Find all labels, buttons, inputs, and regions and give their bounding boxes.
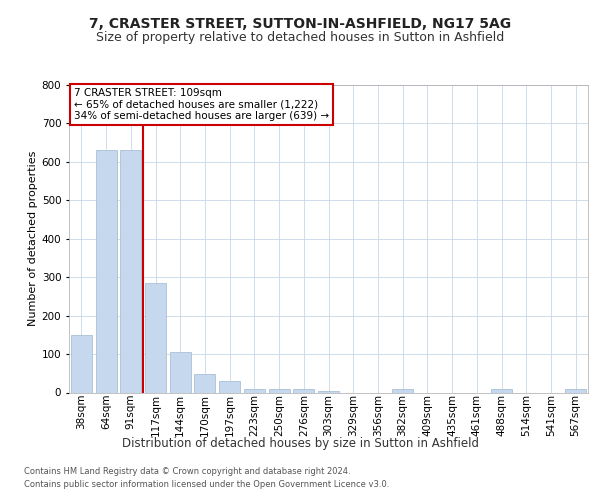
Text: Contains HM Land Registry data © Crown copyright and database right 2024.: Contains HM Land Registry data © Crown c… <box>24 468 350 476</box>
Bar <box>269 388 290 392</box>
Bar <box>293 390 314 392</box>
Bar <box>170 352 191 393</box>
Bar <box>95 150 116 392</box>
Bar <box>565 390 586 392</box>
Bar <box>194 374 215 392</box>
Bar <box>392 390 413 392</box>
Text: Size of property relative to detached houses in Sutton in Ashfield: Size of property relative to detached ho… <box>96 31 504 44</box>
Text: Contains public sector information licensed under the Open Government Licence v3: Contains public sector information licen… <box>24 480 389 489</box>
Bar <box>71 335 92 392</box>
Bar <box>219 381 240 392</box>
Text: Distribution of detached houses by size in Sutton in Ashfield: Distribution of detached houses by size … <box>121 438 479 450</box>
Bar <box>244 388 265 392</box>
Bar <box>318 390 339 392</box>
Text: 7 CRASTER STREET: 109sqm
← 65% of detached houses are smaller (1,222)
34% of sem: 7 CRASTER STREET: 109sqm ← 65% of detach… <box>74 88 329 122</box>
Text: 7, CRASTER STREET, SUTTON-IN-ASHFIELD, NG17 5AG: 7, CRASTER STREET, SUTTON-IN-ASHFIELD, N… <box>89 18 511 32</box>
Y-axis label: Number of detached properties: Number of detached properties <box>28 151 38 326</box>
Bar <box>491 390 512 392</box>
Bar <box>120 150 141 392</box>
Bar <box>145 283 166 393</box>
